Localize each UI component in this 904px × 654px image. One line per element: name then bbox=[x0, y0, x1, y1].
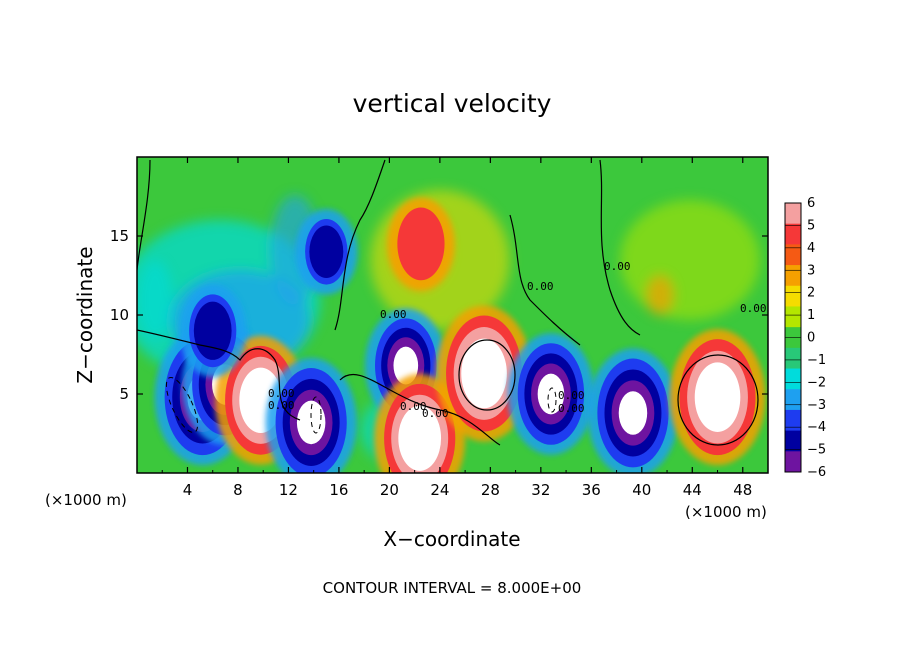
region-right-orange bbox=[646, 275, 674, 315]
contour-label: 0.00 bbox=[740, 302, 767, 315]
colorbar-label: 2 bbox=[807, 286, 815, 301]
cell-down bbox=[295, 209, 358, 295]
contour-line bbox=[137, 159, 151, 271]
colorbar-label: −6 bbox=[807, 465, 826, 480]
contour-line bbox=[339, 373, 501, 446]
x-tick-label: 48 bbox=[733, 481, 752, 499]
colorbar-label: 3 bbox=[807, 263, 815, 278]
contour-label: 0.00 bbox=[400, 400, 427, 413]
cell-down bbox=[179, 284, 247, 378]
x-unit-label: (×1000 m) bbox=[45, 491, 127, 509]
x-tick-label: 28 bbox=[481, 481, 500, 499]
colorbar-swatch bbox=[785, 451, 801, 473]
contour-label: 0.00 bbox=[558, 402, 585, 415]
colorbar-label: 5 bbox=[807, 218, 815, 233]
colorbar-label: −3 bbox=[807, 398, 826, 413]
cell-band bbox=[618, 391, 648, 435]
cell-band bbox=[397, 207, 445, 281]
contour-loop-dashed bbox=[165, 376, 199, 434]
x-axis-label: X−coordinate bbox=[383, 527, 520, 551]
x-tick-label: 12 bbox=[279, 481, 298, 499]
zero-contours bbox=[137, 159, 759, 446]
contour-label: 0.00 bbox=[422, 407, 449, 420]
x-tick-label: 40 bbox=[632, 481, 651, 499]
contour-interval-footer: CONTOUR INTERVAL = 8.000E+00 bbox=[323, 579, 582, 597]
y-axis-label: Z−coordinate bbox=[73, 246, 97, 383]
y-tick-label: 5 bbox=[119, 385, 129, 403]
colorbar-label: 6 bbox=[807, 196, 815, 211]
colorbar-label: −2 bbox=[807, 375, 826, 390]
cell-band bbox=[537, 373, 565, 415]
cell-band bbox=[398, 405, 442, 471]
chart-title: vertical velocity bbox=[353, 89, 552, 118]
colorbar-label: 0 bbox=[807, 331, 815, 346]
cell-band bbox=[309, 225, 344, 279]
contour-loop-dashed bbox=[310, 396, 322, 434]
cell-band bbox=[694, 362, 741, 432]
contour-loop bbox=[458, 339, 516, 411]
y-tick-label: 10 bbox=[110, 306, 129, 324]
contour-labels: 0.00 0.00 0.00 0.00 0.00 0.00 0.00 0.00 … bbox=[268, 260, 767, 420]
colorbar-swatch bbox=[785, 409, 801, 432]
contour-loop bbox=[677, 354, 759, 446]
dashed-contours bbox=[165, 376, 557, 434]
cell-up bbox=[374, 373, 466, 473]
region-far-left-cyan bbox=[137, 260, 173, 340]
contour-line bbox=[599, 159, 641, 336]
x-tick-label: 24 bbox=[430, 481, 449, 499]
contour-line bbox=[334, 159, 386, 331]
colorbar-swatch bbox=[785, 430, 801, 452]
colorbar-swatch bbox=[785, 306, 801, 328]
x-tick-label: 32 bbox=[531, 481, 550, 499]
colorbar-label: −4 bbox=[807, 420, 826, 435]
cell-up bbox=[387, 197, 455, 291]
x-tick-label: 16 bbox=[329, 481, 348, 499]
x-tick-label: 20 bbox=[380, 481, 399, 499]
y-axis: 5 10 15 bbox=[110, 227, 768, 403]
colorbar-swatch bbox=[785, 203, 801, 225]
colorbar-label: −1 bbox=[807, 353, 826, 368]
x-tick-label: 8 bbox=[233, 481, 243, 499]
colorbar-swatch bbox=[785, 389, 801, 411]
heatmap-cells bbox=[154, 197, 766, 473]
heatmap-field bbox=[137, 157, 768, 473]
colorbar-label: −5 bbox=[807, 443, 826, 458]
contour-line bbox=[137, 329, 301, 421]
region-upper-right-lime bbox=[620, 200, 760, 320]
colorbar: 6 5 4 3 2 1 0 −1 −2 −3 −4 −5 −6 bbox=[784, 196, 826, 480]
contour-line bbox=[509, 214, 581, 346]
colorbar-swatch bbox=[785, 223, 801, 245]
contour-label: 0.00 bbox=[558, 389, 585, 402]
cell-up bbox=[436, 305, 533, 442]
contour-label: 0.00 bbox=[268, 399, 295, 412]
contour-loop-dashed bbox=[547, 387, 557, 413]
contour-label: 0.00 bbox=[604, 260, 631, 273]
x-tick-label: 44 bbox=[683, 481, 702, 499]
colorbar-swatch bbox=[785, 244, 801, 266]
colorbar-swatch bbox=[785, 368, 801, 390]
x-axis: 4 8 12 16 20 24 28 32 36 40 44 48 bbox=[161, 157, 752, 499]
colorbar-swatch bbox=[785, 285, 801, 307]
y-tick-label: 15 bbox=[110, 227, 129, 245]
x-tick-label: 4 bbox=[183, 481, 193, 499]
cell-down bbox=[507, 333, 595, 455]
colorbar-swatch bbox=[785, 265, 801, 287]
colorbar-swatch bbox=[785, 347, 801, 370]
colorbar-label: 1 bbox=[807, 308, 815, 323]
contour-label: 0.00 bbox=[268, 387, 295, 400]
contour-label: 0.00 bbox=[527, 280, 554, 293]
cell-down bbox=[587, 348, 679, 473]
cell-band bbox=[461, 338, 507, 409]
y-unit-label: (×1000 m) bbox=[685, 503, 767, 521]
colorbar-label: 4 bbox=[807, 241, 815, 256]
x-tick-label: 36 bbox=[582, 481, 601, 499]
contour-label: 0.00 bbox=[380, 308, 407, 321]
